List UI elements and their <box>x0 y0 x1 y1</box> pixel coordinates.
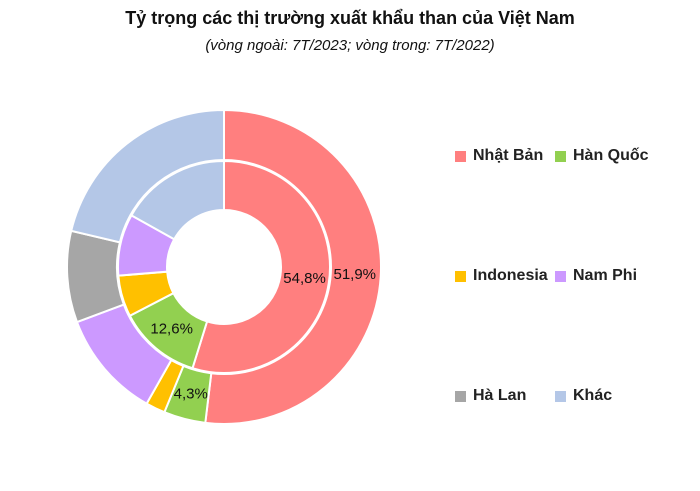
outer-data-label-han-quoc: 4,3% <box>174 386 208 403</box>
legend-swatch-khac <box>555 390 566 402</box>
legend-label-ha-lan: Hà Lan <box>473 387 527 404</box>
legend-item-khac: Khác <box>555 387 612 405</box>
legend-label-nam-phi: Nam Phi <box>573 267 638 284</box>
legend-item-nhat-ban: Nhật Bản <box>455 147 543 165</box>
inner-slice-khac <box>130 159 225 241</box>
chart-title: Tỷ trọng các thị trường xuất khẩu than c… <box>125 8 575 28</box>
legend-swatch-indonesia <box>455 270 466 282</box>
chart-subtitle: (vòng ngoài: 7T/2023; vòng trong: 7T/202… <box>205 37 495 54</box>
inner-data-label-nhat-ban: 54,8% <box>283 270 326 287</box>
legend-swatch-han-quoc <box>555 150 566 162</box>
legend-label-nhat-ban: Nhật Bản <box>473 147 544 164</box>
inner-data-label-han-quoc: 12,6% <box>150 320 193 337</box>
legend-swatch-ha-lan <box>455 390 466 402</box>
legend-item-ha-lan: Hà Lan <box>455 387 526 405</box>
legend-swatch-nam-phi <box>555 270 566 282</box>
outer-slice-ha-lan <box>66 229 126 324</box>
legend-swatch-nhat-ban <box>455 150 466 162</box>
legend-label-indonesia: Indonesia <box>473 267 548 284</box>
legend-item-indonesia: Indonesia <box>455 267 548 285</box>
legend-item-han-quoc: Hàn Quốc <box>555 147 649 165</box>
legend-label-han-quoc: Hàn Quốc <box>573 147 649 164</box>
inner-slice-nhat-ban <box>191 159 331 374</box>
legend-label-khac: Khác <box>573 387 613 404</box>
legend-item-nam-phi: Nam Phi <box>555 267 637 285</box>
outer-data-label-nhat-ban: 51,9% <box>333 266 376 283</box>
